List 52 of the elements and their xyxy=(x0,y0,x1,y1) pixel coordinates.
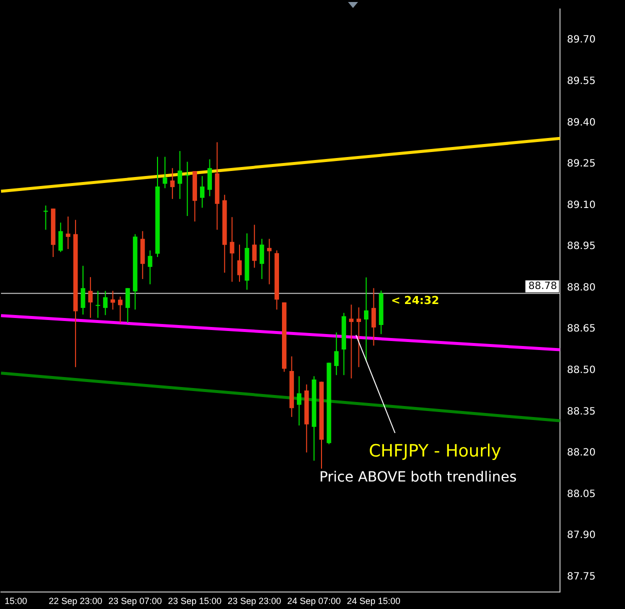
candlestick xyxy=(58,222,63,253)
y-tick-label: 87.90 xyxy=(567,530,596,542)
y-tick-label: 88.95 xyxy=(567,241,596,252)
candlestick xyxy=(125,288,130,324)
y-tick-label: 89.25 xyxy=(567,158,596,170)
y-tick-label: 89.55 xyxy=(567,76,596,87)
annotation: < 24:32 xyxy=(391,294,440,308)
candlestick xyxy=(66,216,70,250)
candlestick xyxy=(162,156,168,189)
x-tick-label: 24 Sep 07:00 xyxy=(287,596,341,606)
candlestick xyxy=(178,150,182,200)
candlestick xyxy=(356,306,361,368)
y-tick-label: 89.40 xyxy=(567,117,596,128)
candlestick xyxy=(334,332,339,376)
y-tick-label: 88.65 xyxy=(567,324,596,335)
y-tick-label: 88.80 xyxy=(567,282,596,294)
text: CHFJPY - Hourly xyxy=(368,441,502,462)
candlestick xyxy=(230,216,234,282)
candlestick xyxy=(296,376,302,426)
x-tick-label: 23 Sep 15:00 xyxy=(168,596,222,606)
y-tick-label: 87.75 xyxy=(567,571,596,582)
candlestick xyxy=(170,168,175,200)
candlestick xyxy=(260,238,264,280)
y-tick-label: 89.10 xyxy=(567,200,596,211)
candlestick xyxy=(80,265,86,316)
y-tick-label: 88.05 xyxy=(567,488,596,500)
x-tick-label: 22 Sep 23:00 xyxy=(48,596,102,606)
x-tick-label: 23 Sep 23:00 xyxy=(228,596,282,606)
candlestick xyxy=(185,161,190,216)
candlestick xyxy=(364,276,368,362)
candlestick xyxy=(110,290,116,310)
candlestick xyxy=(371,288,376,346)
y-tick-label: 89.70 xyxy=(567,34,596,46)
candlestick xyxy=(267,238,272,285)
candlestick xyxy=(349,304,354,379)
x-tick-label: 24 Sep 15:00 xyxy=(346,596,400,606)
y-tick-label: 88.50 xyxy=(567,365,596,376)
candlestick xyxy=(88,276,93,318)
candlestick xyxy=(148,250,152,285)
candlestick xyxy=(207,158,212,197)
x-tick-label: 15:00 xyxy=(4,596,28,606)
candlestick xyxy=(252,224,257,268)
ref-line-label: 88.78 xyxy=(528,280,558,292)
candlestick xyxy=(118,296,122,324)
x-tick-label: 23 Sep 07:00 xyxy=(108,596,162,606)
y-tick-label: 88.20 xyxy=(567,448,596,459)
candlestick xyxy=(43,205,48,230)
candlestick xyxy=(96,290,100,318)
text: Price ABOVE both trendlines xyxy=(319,470,517,486)
candlestick xyxy=(200,176,204,208)
y-tick-label: 88.35 xyxy=(567,406,596,418)
candlestick xyxy=(103,290,108,316)
